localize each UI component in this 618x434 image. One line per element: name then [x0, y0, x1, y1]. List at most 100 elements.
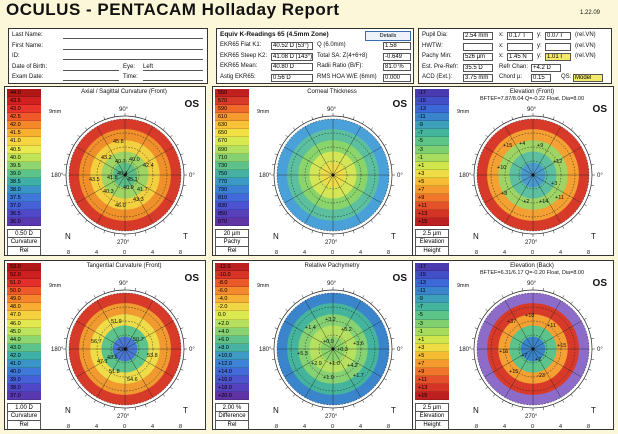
map-spoke: [532, 348, 562, 398]
map-spoke: [124, 174, 174, 204]
map-tick: [521, 233, 524, 237]
patient-field-value: [63, 38, 203, 39]
map-spoke: [532, 348, 582, 378]
scale-step: 41.0: [7, 359, 41, 369]
pupil-label: HWTW:: [422, 42, 443, 49]
scale-step: 750: [215, 169, 249, 178]
map-tick: [271, 358, 275, 361]
map-tick: [378, 134, 381, 138]
map-tick: [542, 233, 545, 237]
equiv-label: EKR65 Steep K2:: [220, 52, 268, 59]
details-button[interactable]: Details: [365, 31, 411, 41]
pupil-value-3: Model: [573, 74, 603, 82]
pupil-label: Pachy Min:: [422, 53, 452, 59]
map-tick: [492, 127, 496, 130]
scale-step: 46.0: [7, 319, 41, 328]
map-tick: [370, 220, 374, 223]
eye-label: OS: [184, 99, 199, 110]
ruler-tick-label: 4: [303, 250, 306, 256]
map-spoke: [484, 348, 534, 378]
equiv-label-2: Total SA: Z(4+6+8): [317, 52, 368, 59]
scale-step: -17: [415, 263, 449, 272]
pupil-unit: (rel.VN): [575, 32, 596, 38]
pupil-value: 35.5 D: [463, 63, 493, 72]
map-spoke: [332, 348, 362, 398]
scale-step: 36.5: [7, 210, 41, 219]
map-tick: [352, 290, 355, 294]
map-tick: [134, 233, 137, 237]
angle-0-label: 0°: [597, 173, 603, 179]
ruler-tick-label: 8: [475, 250, 478, 256]
scale-step: 790: [215, 185, 249, 195]
scale-step: +6.0: [215, 335, 249, 344]
center-marker: [123, 173, 127, 177]
map-spoke: [124, 300, 154, 350]
map-tick: [578, 308, 581, 312]
map-tick: [134, 287, 137, 291]
map-value: +1.9: [323, 375, 334, 381]
map-tick: [103, 404, 106, 408]
scale-step: +15: [415, 392, 449, 401]
ruler-tick-label: 8: [67, 424, 70, 430]
corneal-map: 90° 270° 0° 180° N T 8 4 0 4 8 +15 +4 +9 +12 +10 +3 +2 +8 +…: [459, 107, 603, 256]
map-value: 41.7: [137, 187, 148, 193]
map-tick: [383, 378, 387, 381]
scale-step: +3: [415, 343, 449, 352]
map-tick: [570, 127, 574, 130]
map-tick: [362, 399, 365, 403]
map-tick: [378, 212, 381, 216]
zoom-label: 9mm: [257, 283, 270, 289]
map-tick: [63, 337, 67, 340]
nasal-label: N: [273, 232, 279, 241]
angle-270-label: 270°: [525, 414, 538, 420]
map-tick: [175, 143, 179, 146]
map-tick: [170, 212, 173, 216]
map-value: +15: [509, 369, 518, 375]
map-panel: 53.0 52.0 51.0 50.0 49.0 48.0 47.0 46.0 45.0 44.0…: [4, 260, 206, 430]
scale-step: 39.0: [7, 376, 41, 385]
temporal-label: T: [591, 232, 596, 241]
scale-step: +8.0: [215, 343, 249, 352]
equiv-value: 41.08 D (143°): [271, 52, 313, 61]
map-spoke: [532, 174, 562, 224]
map-tick: [562, 295, 565, 299]
map-tick: [77, 386, 80, 390]
map-tick: [501, 295, 504, 299]
scale-step: -1: [415, 327, 449, 336]
map-value: +9: [537, 143, 543, 149]
equiv-k-title: Equiv K-Readings 65 (4.5mm Zone): [220, 31, 329, 38]
nasal-label: N: [473, 406, 479, 415]
map-tick: [180, 153, 184, 156]
map-value: +15: [557, 343, 566, 349]
map-tick: [479, 204, 483, 207]
scale-footer: Height: [415, 419, 449, 429]
scale-step: 44.0: [7, 335, 41, 344]
scale-step: 43.0: [7, 105, 41, 114]
scale-step: -3: [415, 319, 449, 328]
map-spoke: [284, 348, 334, 378]
map-tick: [77, 134, 80, 138]
patient-field-label-2: Time:: [123, 74, 138, 80]
map-tick: [474, 194, 478, 197]
map-tick: [485, 134, 488, 138]
panel-title: Elevation (Front): [509, 89, 555, 95]
color-scale: -17 -15 -13 -11 -9 -7 -5 -3 -1 +1 +3 +5 +7 +9 +11 +13 +1…: [415, 89, 449, 229]
eye-label: OS: [592, 104, 607, 115]
equiv-label: EKR65 Mean:: [220, 63, 258, 69]
scale-step: 41.0: [7, 137, 41, 146]
map-tick: [154, 225, 157, 229]
map-value: +11: [547, 323, 556, 329]
map-tick: [479, 378, 483, 381]
map-spoke: [484, 174, 534, 204]
map-tick: [63, 184, 67, 187]
map-tick: [511, 404, 514, 408]
map-tick: [311, 404, 314, 408]
map-tick: [388, 153, 392, 156]
scale-step: 42.0: [7, 351, 41, 360]
equiv-value-2: 81.0 %: [383, 63, 411, 71]
map-tick: [274, 153, 278, 156]
map-tick: [378, 308, 381, 312]
map-tick: [485, 386, 488, 390]
map-tick: [84, 127, 88, 130]
equiv-value: 0.56 D: [271, 73, 313, 82]
